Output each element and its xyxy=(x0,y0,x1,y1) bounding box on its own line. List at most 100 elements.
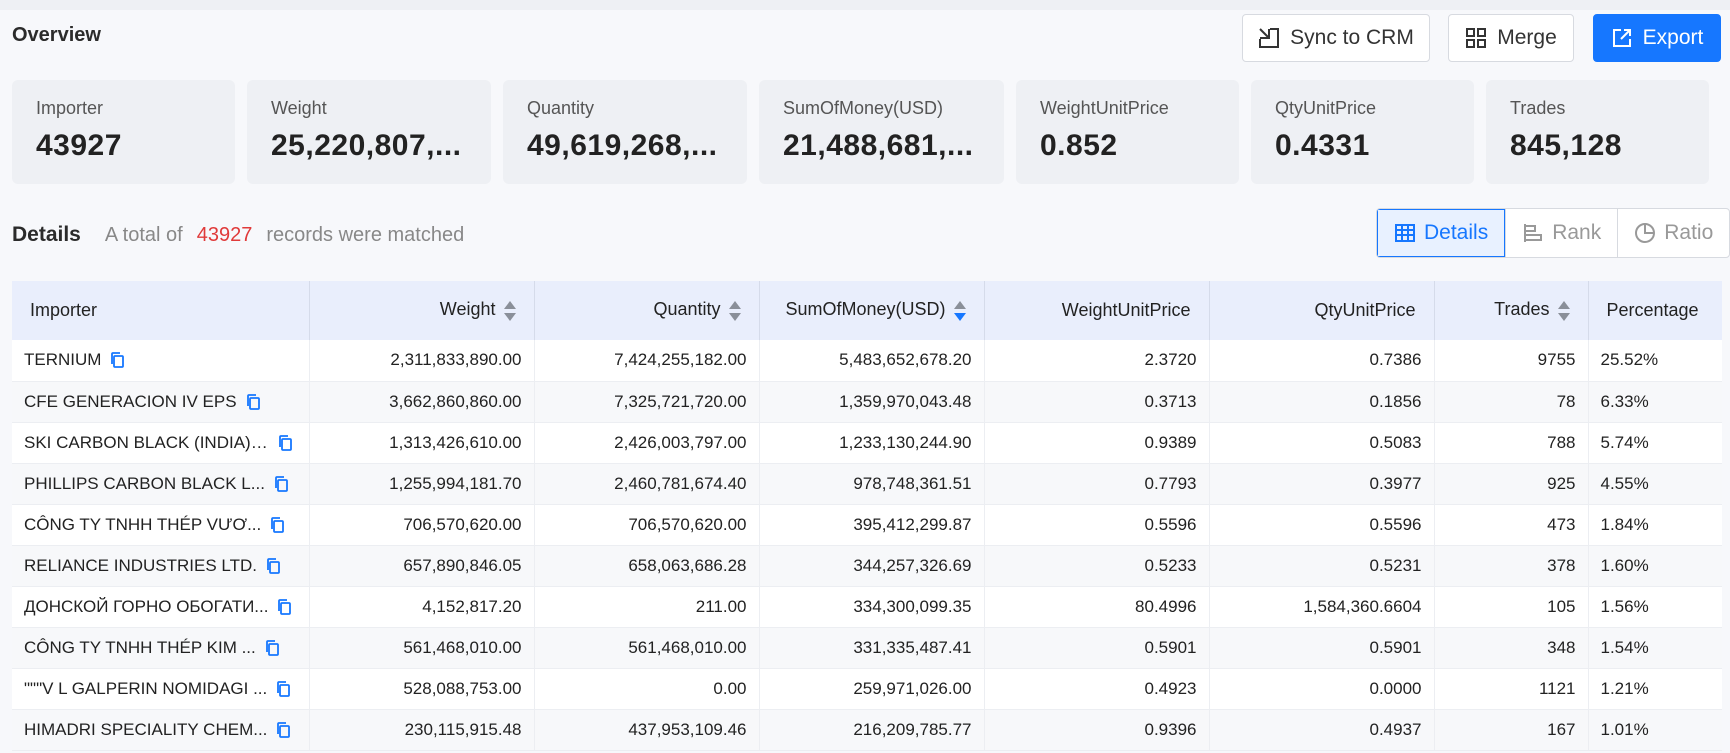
cell-trades: 348 xyxy=(1434,627,1589,669)
stat-card-sum-of-money: SumOfMoney(USD) 21,488,681,... xyxy=(759,80,1004,184)
cell-importer: SKI CARBON BLACK (INDIA) ... xyxy=(12,422,310,464)
cell-importer: HIMADRI SPECIALITY CHEM... xyxy=(12,709,310,751)
column-header-quantity[interactable]: Quantity xyxy=(534,281,760,340)
cell-trades: 78 xyxy=(1434,381,1589,423)
export-button[interactable]: Export xyxy=(1593,14,1721,62)
cell-importer: ДОНСКОЙ ГОРНО ОБОГАТИ... xyxy=(12,586,310,628)
export-icon xyxy=(1612,29,1631,47)
tab-ratio[interactable]: Ratio xyxy=(1617,209,1729,257)
table-row: CFE GENERACION IV EPS 3,662,860,860.00 7,3… xyxy=(12,381,1722,423)
sort-icon[interactable] xyxy=(1557,300,1570,322)
importer-name[interactable]: TERNIUM xyxy=(24,350,102,370)
copy-icon[interactable] xyxy=(109,351,125,369)
cell-qty-unit-price: 0.0000 xyxy=(1209,668,1435,710)
cell-percentage: 1.60% xyxy=(1588,545,1722,587)
cell-weight-unit-price: 0.4923 xyxy=(984,668,1210,710)
cell-importer: RELIANCE INDUSTRIES LTD. xyxy=(12,545,310,587)
stat-label: SumOfMoney(USD) xyxy=(783,98,944,118)
merge-button[interactable]: Merge xyxy=(1448,14,1574,62)
stat-card-qty-unit-price: QtyUnitPrice 0.4331 xyxy=(1251,80,1474,184)
copy-icon[interactable] xyxy=(275,680,291,698)
cell-sum-of-money: 216,209,785.77 xyxy=(759,709,985,751)
stat-card-weight-unit-price: WeightUnitPrice 0.852 xyxy=(1016,80,1239,184)
table-row: TERNIUM 2,311,833,890.00 7,424,255,182.00 5… xyxy=(12,340,1722,382)
top-strip xyxy=(0,0,1730,10)
importer-name[interactable]: CFE GENERACION IV EPS xyxy=(24,391,237,411)
details-title: Details xyxy=(12,223,81,246)
copy-icon[interactable] xyxy=(245,393,261,411)
cell-weight: 1,255,994,181.70 xyxy=(309,463,535,505)
sort-icon[interactable] xyxy=(503,300,516,322)
total-prefix: A total of xyxy=(104,223,183,246)
tab-details[interactable]: Details xyxy=(1377,209,1506,257)
details-table: Importer Weight Quantity SumOfMoney(USD)… xyxy=(12,281,1722,751)
column-header-weight[interactable]: Weight xyxy=(309,281,535,340)
cell-weight-unit-price: 0.9396 xyxy=(984,709,1210,751)
cell-quantity: 706,570,620.00 xyxy=(534,504,760,546)
cell-weight: 657,890,846.05 xyxy=(309,545,535,587)
importer-name[interactable]: """V L GALPERIN NOMIDAGI ... xyxy=(24,678,268,698)
cell-sum-of-money: 978,748,361.51 xyxy=(759,463,985,505)
cell-quantity: 437,953,109.46 xyxy=(534,709,760,751)
pie-icon xyxy=(1635,223,1656,243)
cell-percentage: 1.01% xyxy=(1588,709,1722,751)
copy-icon[interactable] xyxy=(269,516,285,534)
copy-icon[interactable] xyxy=(277,434,293,452)
importer-name[interactable]: CÔNG TY TNHH THÉP KIM ... xyxy=(24,637,256,657)
table-row: ДОНСКОЙ ГОРНО ОБОГАТИ... 4,152,817.20 211.… xyxy=(12,586,1722,628)
importer-name[interactable]: SKI CARBON BLACK (INDIA) ... xyxy=(24,432,269,452)
copy-icon[interactable] xyxy=(275,721,291,739)
details-header: Details A total of 43927 records were ma… xyxy=(12,220,464,250)
stat-value: 21,488,681,... xyxy=(783,129,974,162)
cell-trades: 473 xyxy=(1434,504,1589,546)
cell-sum-of-money: 344,257,326.69 xyxy=(759,545,985,587)
cell-trades: 925 xyxy=(1434,463,1589,505)
cell-percentage: 1.21% xyxy=(1588,668,1722,710)
table-icon xyxy=(1395,224,1415,242)
cell-qty-unit-price: 0.4937 xyxy=(1209,709,1435,751)
cell-weight-unit-price: 0.9389 xyxy=(984,422,1210,464)
sort-desc-active-icon[interactable] xyxy=(953,300,966,322)
cell-percentage: 5.74% xyxy=(1588,422,1722,464)
cell-weight-unit-price: 80.4996 xyxy=(984,586,1210,628)
cell-qty-unit-price: 0.7386 xyxy=(1209,340,1435,382)
cell-importer: CÔNG TY TNHH THÉP VƯƠ... xyxy=(12,504,310,546)
importer-name[interactable]: RELIANCE INDUSTRIES LTD. xyxy=(24,555,258,575)
cell-qty-unit-price: 0.5901 xyxy=(1209,627,1435,669)
stat-value: 0.4331 xyxy=(1275,129,1370,162)
copy-icon[interactable] xyxy=(265,557,281,575)
column-header-sum-of-money[interactable]: SumOfMoney(USD) xyxy=(759,281,985,340)
sort-icon[interactable] xyxy=(728,300,741,322)
cell-trades: 167 xyxy=(1434,709,1589,751)
cell-importer: TERNIUM xyxy=(12,340,310,382)
cell-qty-unit-price: 0.3977 xyxy=(1209,463,1435,505)
cell-quantity: 0.00 xyxy=(534,668,760,710)
column-header-trades[interactable]: Trades xyxy=(1434,281,1589,340)
column-header-qty-unit-price: QtyUnitPrice xyxy=(1209,281,1435,340)
importer-name[interactable]: CÔNG TY TNHH THÉP VƯƠ... xyxy=(24,514,262,534)
copy-icon[interactable] xyxy=(264,639,280,657)
importer-name[interactable]: HIMADRI SPECIALITY CHEM... xyxy=(24,719,268,739)
cell-percentage: 1.84% xyxy=(1588,504,1722,546)
copy-icon[interactable] xyxy=(273,475,289,493)
importer-name[interactable]: PHILLIPS CARBON BLACK L... xyxy=(24,473,265,493)
stat-card-trades: Trades 845,128 xyxy=(1486,80,1709,184)
cell-sum-of-money: 1,233,130,244.90 xyxy=(759,422,985,464)
stat-card-weight: Weight 25,220,807,... xyxy=(247,80,491,184)
sync-to-crm-button[interactable]: Sync to CRM xyxy=(1242,14,1430,62)
merge-icon xyxy=(1466,28,1487,48)
copy-icon[interactable] xyxy=(276,598,292,616)
tab-rank[interactable]: Rank xyxy=(1505,209,1617,257)
view-switcher: Details Rank Ratio xyxy=(1376,208,1730,258)
tab-details-label: Details xyxy=(1424,221,1489,244)
stat-label: Importer xyxy=(36,98,104,118)
cell-sum-of-money: 259,971,026.00 xyxy=(759,668,985,710)
cell-quantity: 2,460,781,674.40 xyxy=(534,463,760,505)
stat-card-importer: Importer 43927 xyxy=(12,80,235,184)
table-header-row: Importer Weight Quantity SumOfMoney(USD)… xyxy=(12,281,1722,340)
importer-name[interactable]: ДОНСКОЙ ГОРНО ОБОГАТИ... xyxy=(24,596,269,616)
cell-quantity: 561,468,010.00 xyxy=(534,627,760,669)
cell-trades: 378 xyxy=(1434,545,1589,587)
table-row: SKI CARBON BLACK (INDIA) ... 1,313,426,61… xyxy=(12,422,1722,464)
column-header-importer: Importer xyxy=(12,281,310,340)
